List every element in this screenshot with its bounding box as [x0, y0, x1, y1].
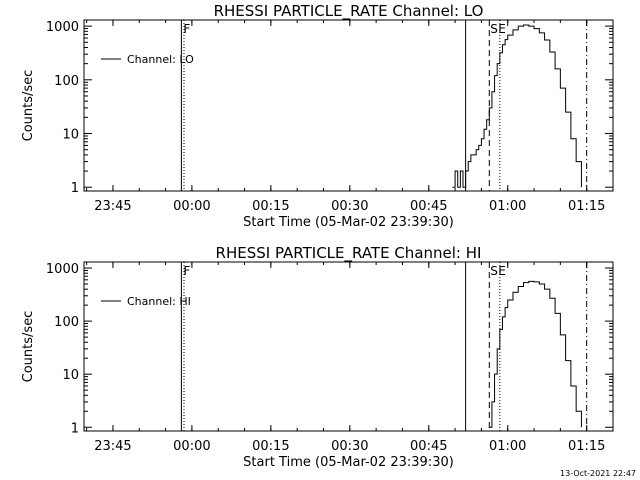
y-tick-label: 10 — [62, 128, 79, 143]
series-line — [489, 280, 582, 428]
x-tick-label: 01:15 — [568, 199, 605, 214]
y-tick-label: 1000 — [46, 262, 79, 277]
x-tick-label: 23:45 — [94, 199, 131, 214]
chart-title: RHESSI PARTICLE_RATE Channel: HI — [216, 244, 482, 263]
plot-frame — [83, 261, 614, 432]
marker-label: S — [490, 22, 498, 36]
footer-timestamp: 13-Oct-2021 22:47 — [560, 469, 636, 478]
x-tick-label: 00:15 — [252, 199, 289, 214]
y-tick-label: 10 — [62, 368, 79, 383]
x-tick-label: 00:15 — [252, 439, 289, 454]
y-axis-label: Counts/sec — [21, 70, 36, 142]
y-tick-label: 1000 — [46, 20, 79, 35]
x-axis-label: Start Time (05-Mar-02 23:39:30) — [243, 455, 454, 470]
y-tick-label: 100 — [54, 315, 79, 330]
x-tick-label: 00:45 — [410, 199, 447, 214]
x-tick-label: 00:00 — [173, 439, 210, 454]
y-tick-label: 1 — [71, 421, 79, 436]
x-tick-label: 01:15 — [568, 439, 605, 454]
marker-label: E — [498, 22, 506, 36]
marker-label: F — [183, 22, 190, 36]
x-tick-label: 00:00 — [173, 199, 210, 214]
marker-label: S — [490, 264, 498, 278]
x-axis-label: Start Time (05-Mar-02 23:39:30) — [243, 215, 454, 230]
y-tick-label: 100 — [54, 74, 79, 89]
x-tick-label: 01:00 — [489, 439, 526, 454]
y-tick-label: 1 — [71, 181, 79, 196]
marker-label: F — [183, 264, 190, 278]
x-tick-label: 00:45 — [410, 439, 447, 454]
x-tick-label: 00:30 — [331, 439, 368, 454]
marker-label: E — [498, 264, 506, 278]
series-line — [452, 24, 582, 188]
y-axis-label: Counts/sec — [21, 311, 36, 383]
x-tick-label: 23:45 — [94, 439, 131, 454]
x-tick-label: 00:30 — [331, 199, 368, 214]
plot-frame — [83, 19, 614, 192]
legend-label: Channel: HI — [127, 295, 191, 308]
x-tick-label: 01:00 — [489, 199, 526, 214]
chart-title: RHESSI PARTICLE_RATE Channel: LO — [214, 2, 484, 21]
legend-label: Channel: LO — [127, 53, 194, 66]
